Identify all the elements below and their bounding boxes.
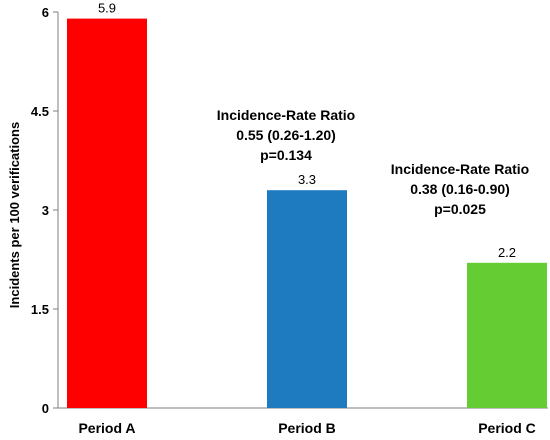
- y-tick-label: 6: [42, 5, 49, 20]
- data-label: 3.3: [298, 172, 316, 187]
- data-label: 2.2: [498, 245, 516, 260]
- annotation-line: p=0.134: [260, 147, 312, 163]
- annotation-line: 0.38 (0.16-0.90): [410, 181, 510, 197]
- irr-annotation: Incidence-Rate Ratio 0.55 (0.26-1.20) p=0.…: [217, 107, 355, 163]
- y-axis-title: Incidents per 100 verifications: [7, 122, 22, 308]
- bars: [67, 18, 547, 408]
- bar-period-a: [67, 18, 147, 408]
- y-tick-label: 1.5: [31, 302, 49, 317]
- y-tick-label: 0: [42, 401, 49, 416]
- labels: 5.9 Period A 3.3 Period B 2.2 Period C: [78, 1, 535, 436]
- data-label: 5.9: [98, 1, 116, 16]
- bar-period-b: [267, 190, 347, 408]
- annotation-line: 0.55 (0.26-1.20): [236, 127, 336, 143]
- bar-period-c: [467, 262, 547, 408]
- x-category-label: Period B: [278, 420, 336, 436]
- annotation-line: Incidence-Rate Ratio: [391, 161, 529, 177]
- y-tick-label: 4.5: [31, 104, 49, 119]
- annotation-line: Incidence-Rate Ratio: [217, 107, 355, 123]
- irr-annotation: Incidence-Rate Ratio 0.38 (0.16-0.90) p=0.…: [391, 161, 529, 217]
- x-category-label: Period A: [78, 420, 135, 436]
- x-category-label: Period C: [478, 420, 536, 436]
- annotation-line: p=0.025: [434, 201, 486, 217]
- annotations: Incidence-Rate Ratio 0.55 (0.26-1.20) p=0.…: [217, 107, 529, 217]
- y-tick-label: 3: [42, 203, 49, 218]
